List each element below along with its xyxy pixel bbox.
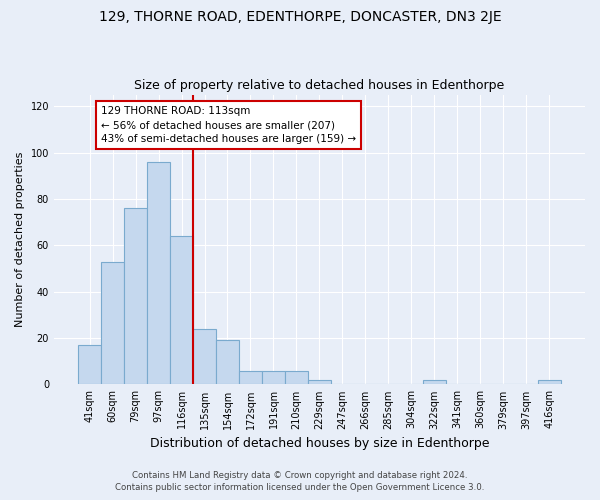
- Text: 129 THORNE ROAD: 113sqm
← 56% of detached houses are smaller (207)
43% of semi-d: 129 THORNE ROAD: 113sqm ← 56% of detache…: [101, 106, 356, 144]
- Bar: [308, 380, 331, 384]
- Bar: [101, 262, 124, 384]
- Y-axis label: Number of detached properties: Number of detached properties: [15, 152, 25, 327]
- X-axis label: Distribution of detached houses by size in Edenthorpe: Distribution of detached houses by size …: [150, 437, 489, 450]
- Title: Size of property relative to detached houses in Edenthorpe: Size of property relative to detached ho…: [134, 79, 505, 92]
- Text: 129, THORNE ROAD, EDENTHORPE, DONCASTER, DN3 2JE: 129, THORNE ROAD, EDENTHORPE, DONCASTER,…: [98, 10, 502, 24]
- Text: Contains HM Land Registry data © Crown copyright and database right 2024.
Contai: Contains HM Land Registry data © Crown c…: [115, 471, 485, 492]
- Bar: [239, 370, 262, 384]
- Bar: [285, 370, 308, 384]
- Bar: [262, 370, 285, 384]
- Bar: [538, 380, 561, 384]
- Bar: [78, 345, 101, 385]
- Bar: [147, 162, 170, 384]
- Bar: [193, 329, 216, 384]
- Bar: [124, 208, 147, 384]
- Bar: [216, 340, 239, 384]
- Bar: [423, 380, 446, 384]
- Bar: [170, 236, 193, 384]
